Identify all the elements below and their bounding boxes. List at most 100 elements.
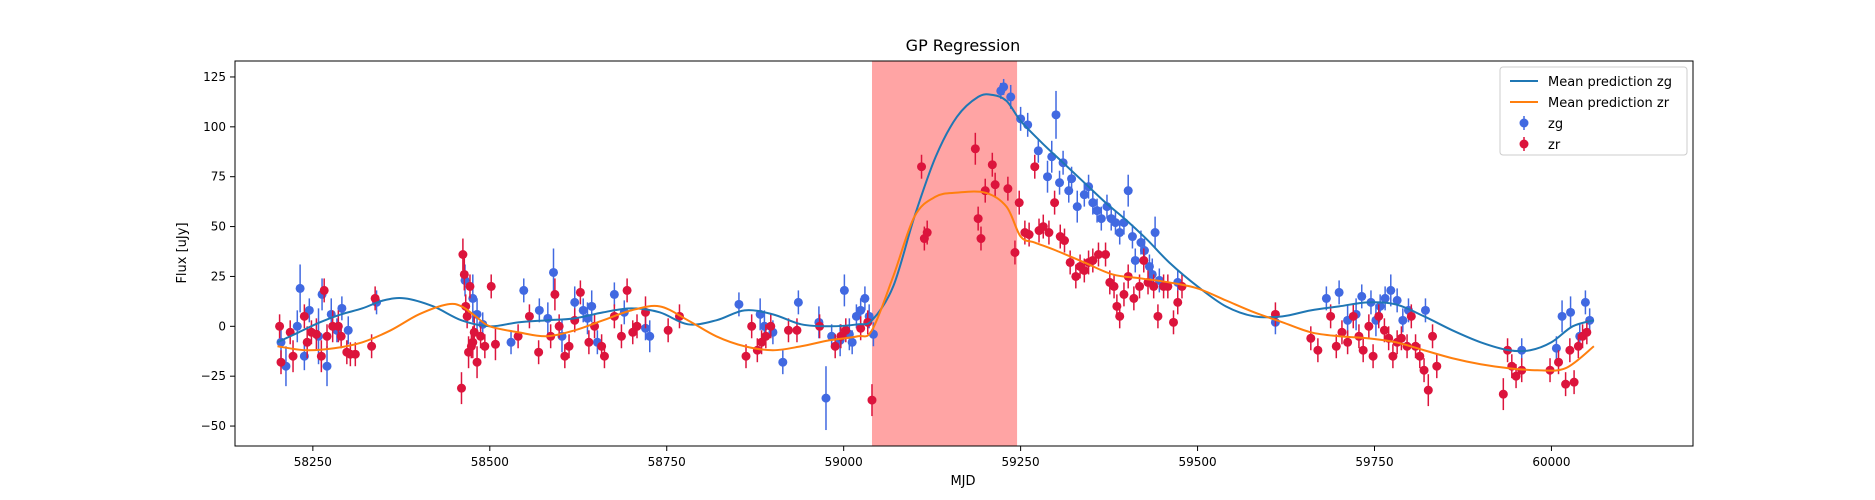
data-point <box>1420 366 1429 375</box>
data-point <box>535 306 544 315</box>
data-point <box>860 294 869 303</box>
data-point <box>1407 312 1416 321</box>
data-point <box>1313 346 1322 355</box>
data-point <box>1080 266 1089 275</box>
data-point <box>293 322 302 331</box>
data-point <box>1060 236 1069 245</box>
data-point <box>458 250 467 259</box>
data-point <box>312 330 321 339</box>
data-point <box>1047 152 1056 161</box>
data-point <box>848 338 857 347</box>
data-point <box>761 332 770 341</box>
data-point <box>337 332 346 341</box>
data-point <box>277 358 286 367</box>
data-point <box>856 306 865 315</box>
data-point <box>275 322 284 331</box>
data-point <box>1570 378 1579 387</box>
data-point <box>1428 332 1437 341</box>
data-point <box>303 338 312 347</box>
data-point <box>747 322 756 331</box>
data-point <box>1088 198 1097 207</box>
chart-title: GP Regression <box>906 36 1021 55</box>
data-point <box>334 322 343 331</box>
data-point <box>1552 344 1561 353</box>
data-point <box>1136 238 1145 247</box>
data-point <box>1343 338 1352 347</box>
data-point <box>1055 178 1064 187</box>
data-point <box>1398 316 1407 325</box>
x-tick-label: 60000 <box>1532 455 1570 469</box>
data-point <box>487 282 496 291</box>
data-point <box>1131 256 1140 265</box>
data-point <box>734 300 743 309</box>
data-point <box>320 286 329 295</box>
legend-label: Mean prediction zg <box>1548 75 1672 90</box>
data-point <box>1306 334 1315 343</box>
legend-swatch <box>1520 140 1529 149</box>
data-point <box>1558 312 1567 321</box>
data-point <box>468 338 477 347</box>
data-point <box>841 326 850 335</box>
data-point <box>1124 186 1133 195</box>
data-point <box>1050 198 1059 207</box>
data-point <box>792 326 801 335</box>
data-point <box>1003 184 1012 193</box>
data-point <box>1043 172 1052 181</box>
data-point <box>491 340 500 349</box>
data-point <box>971 144 980 153</box>
data-point <box>579 306 588 315</box>
data-point <box>1066 258 1075 267</box>
data-point <box>473 358 482 367</box>
data-point <box>1386 286 1395 295</box>
x-tick-label: 59750 <box>1355 455 1393 469</box>
x-axis-label: MJD <box>950 474 975 489</box>
data-point <box>1025 230 1034 239</box>
data-point <box>923 228 932 237</box>
data-point <box>610 290 619 299</box>
data-point <box>974 214 983 223</box>
data-point <box>323 332 332 341</box>
data-point <box>1380 326 1389 335</box>
legend-label: zg <box>1548 117 1563 132</box>
data-point <box>1064 186 1073 195</box>
data-point <box>1044 228 1053 237</box>
data-point <box>1332 342 1341 351</box>
data-point <box>1135 282 1144 291</box>
x-tick-label: 59500 <box>1178 455 1216 469</box>
x-tick-label: 58750 <box>648 455 686 469</box>
data-point <box>1115 228 1124 237</box>
data-point <box>1071 272 1080 281</box>
y-tick-label: −50 <box>201 419 226 433</box>
x-tick-label: 59250 <box>1002 455 1040 469</box>
data-point <box>1115 312 1124 321</box>
data-point <box>742 352 751 361</box>
data-point <box>1093 206 1102 215</box>
data-point <box>794 298 803 307</box>
data-point <box>460 270 469 279</box>
data-point <box>1112 302 1121 311</box>
data-point <box>1582 328 1591 337</box>
data-point <box>840 286 849 295</box>
data-point <box>999 82 1008 91</box>
data-point <box>1139 256 1148 265</box>
data-point <box>633 322 642 331</box>
data-point <box>457 384 466 393</box>
x-tick-label: 58250 <box>294 455 332 469</box>
data-point <box>1006 92 1015 101</box>
data-point <box>1364 322 1373 331</box>
data-point <box>565 342 574 351</box>
data-point <box>1149 282 1158 291</box>
data-point <box>1354 332 1363 341</box>
data-point <box>543 314 552 323</box>
data-point <box>1097 214 1106 223</box>
data-point <box>1169 318 1178 327</box>
data-point <box>617 332 626 341</box>
data-point <box>1148 270 1157 279</box>
data-point <box>1101 250 1110 259</box>
data-point <box>821 394 830 403</box>
y-tick-label: 75 <box>211 170 226 184</box>
data-point <box>480 342 489 351</box>
data-point <box>1357 292 1366 301</box>
data-point <box>1080 190 1089 199</box>
